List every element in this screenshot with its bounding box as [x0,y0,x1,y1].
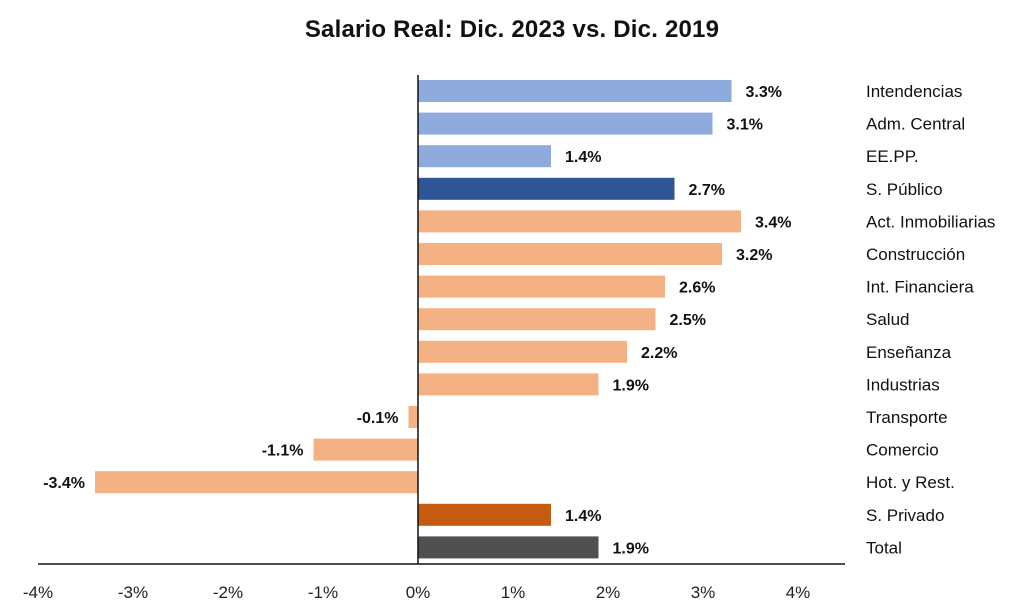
value-label-13: 1.4% [565,508,601,525]
x-tick-label-3: -1% [308,583,338,602]
category-label-10: Transporte [866,408,948,427]
x-tick-label-6: 2% [596,583,621,602]
value-label-11: -1.1% [262,443,304,460]
value-label-6: 2.6% [679,280,715,297]
value-label-5: 3.2% [736,247,772,264]
category-label-5: Construcción [866,245,965,264]
bars-group [95,80,741,559]
category-label-7: Salud [866,310,909,329]
value-label-4: 3.4% [755,214,791,231]
bar-8 [418,340,627,363]
value-label-9: 1.9% [613,377,649,394]
value-labels-group: 3.3% 3.1% 1.4% 2.7% 3.4% 3.2% 2.6% 2.5% 2.2% 1.9%… [43,84,791,557]
bar-7 [418,308,656,331]
x-tick-label-2: -2% [213,583,243,602]
category-label-3: S. Público [866,180,943,199]
value-label-8: 2.2% [641,345,677,362]
bar-1 [418,112,713,135]
value-label-2: 1.4% [565,149,601,166]
category-label-13: S. Privado [866,506,944,525]
x-tick-label-5: 1% [501,583,526,602]
bar-3 [418,177,675,200]
bar-13 [418,503,551,526]
bar-14 [418,536,599,559]
bar-12 [95,471,418,494]
value-label-10: -0.1% [357,410,399,427]
category-label-8: Enseñanza [866,343,952,362]
x-tick-labels-group: -4% -3% -2% -1% 0% 1% 2% 3% 4% [23,583,810,602]
bar-5 [418,243,722,265]
category-label-9: Industrias [866,375,940,394]
bar-6 [418,275,665,298]
category-label-0: Intendencias [866,82,962,101]
x-tick-label-7: 3% [691,583,716,602]
value-label-3: 2.7% [689,182,725,199]
x-tick-label-0: -4% [23,583,53,602]
category-label-11: Comercio [866,441,939,460]
category-label-12: Hot. y Rest. [866,473,955,492]
category-label-4: Act. Inmobiliarias [866,212,995,231]
category-label-14: Total [866,538,902,557]
value-label-1: 3.1% [727,117,763,134]
x-tick-label-1: -3% [118,583,148,602]
x-tick-label-4: 0% [406,583,431,602]
bar-9 [418,373,599,396]
category-label-2: EE.PP. [866,147,919,166]
category-label-6: Int. Financiera [866,278,974,297]
value-label-12: -3.4% [43,475,85,492]
category-labels-group: Intendencias Adm. Central EE.PP. S. Público… [866,82,995,557]
value-label-0: 3.3% [746,84,782,101]
bar-10 [408,406,418,428]
value-label-14: 1.9% [613,540,649,557]
bar-0 [418,80,732,102]
chart-title: Salario Real: Dic. 2023 vs. Dic. 2019 [304,16,720,43]
bar-2 [418,145,551,168]
value-label-7: 2.5% [670,312,706,329]
category-label-1: Adm. Central [866,115,965,134]
bar-4 [418,210,741,233]
x-tick-label-8: 4% [786,583,811,602]
bar-11 [313,438,418,461]
